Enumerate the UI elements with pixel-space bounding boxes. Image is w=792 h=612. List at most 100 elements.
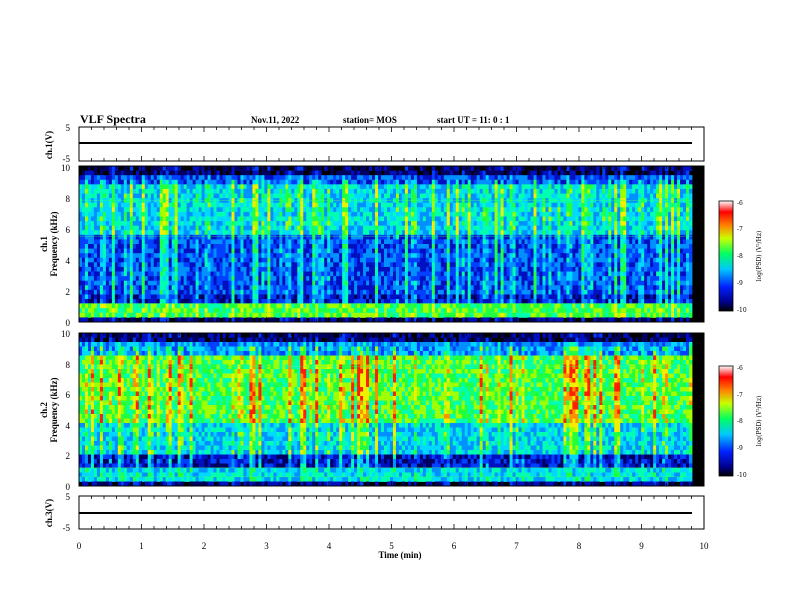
spectrogram-cell [234, 179, 238, 185]
spectrogram-cell [497, 271, 502, 277]
spectrogram-cell [309, 244, 313, 249]
spectrogram-cell [213, 211, 217, 217]
spectrogram-cell [428, 239, 433, 245]
spectrogram-cell [156, 221, 161, 227]
spectrogram-cell [395, 294, 400, 300]
spectrogram-cell [255, 202, 259, 208]
spectrogram-cell [261, 317, 265, 323]
spectrogram-cell [491, 285, 496, 291]
spectrogram-cell [461, 188, 466, 194]
spectrogram-cell [461, 230, 466, 236]
spectrogram-cell [345, 276, 349, 282]
spectrogram-cell [114, 294, 119, 300]
spectrogram-cell [345, 234, 349, 240]
spectrogram-cell [303, 266, 307, 272]
spectrogram-cell [440, 221, 445, 227]
spectrogram-cell [434, 239, 439, 245]
spectrogram-cell [509, 248, 513, 254]
spectrogram-cell [156, 312, 161, 318]
spectrogram-cell [117, 225, 122, 231]
station-label: station= MOS [343, 115, 397, 125]
spectrogram-cell [389, 239, 394, 245]
spectrogram-cell [407, 211, 412, 217]
spectrogram-cell [500, 184, 505, 190]
spectrogram-cell [410, 175, 415, 181]
spectrogram-cell [464, 299, 469, 305]
spectrogram-cell [192, 317, 197, 323]
spectrogram-cell [183, 294, 188, 300]
spectrogram-cell [228, 248, 232, 254]
spectrogram-cell [387, 253, 391, 259]
spectrogram-cell [389, 308, 394, 314]
spectrogram-cell [81, 271, 86, 277]
spectrogram-cell [503, 239, 507, 245]
spectrogram-cell [312, 262, 316, 268]
spectrogram-cell [321, 308, 325, 314]
spectrogram-cell [470, 257, 475, 263]
spectrogram-cell [243, 211, 247, 217]
spectrogram-cell [234, 317, 238, 323]
spectrogram-cell [470, 166, 475, 171]
spectrogram-cell [476, 299, 481, 305]
spectrogram-cell [369, 303, 373, 309]
spectrogram-cell [443, 170, 448, 176]
spectrogram-cell [84, 276, 89, 282]
spectrogram-cell [327, 184, 331, 190]
spectrogram-cell [306, 234, 310, 240]
spectrogram-cell [342, 280, 346, 286]
spectrogram-cell [216, 280, 220, 286]
spectrogram-cell [321, 280, 325, 286]
spectrogram-cell [357, 202, 361, 208]
spectrogram-cell [485, 248, 490, 254]
spectrogram-cell [261, 289, 265, 295]
spectrogram-cell [243, 221, 247, 227]
spectrogram-cell [141, 289, 146, 295]
spectrogram-cell [282, 202, 286, 208]
spectrogram-cell [222, 289, 226, 295]
spectrogram-cell [216, 276, 220, 282]
spectrogram-cell [384, 234, 388, 240]
spectrogram-cell [342, 253, 346, 259]
spectrogram-cell [291, 239, 295, 245]
spectrogram-cell [512, 179, 516, 185]
spectrogram-cell [222, 202, 226, 208]
spectrogram-cell [141, 188, 146, 194]
spectrogram-cell [398, 308, 403, 314]
spectrogram-cell [258, 216, 262, 222]
spectrogram-cell [267, 285, 271, 291]
spectrogram-cell [419, 179, 424, 185]
spectrogram-cell [494, 248, 499, 254]
spectrogram-cell [189, 280, 194, 286]
spectrogram-cell [180, 299, 185, 305]
spectrogram-cell [378, 312, 382, 318]
spectrogram-cell [422, 317, 427, 323]
spectrogram-cell [108, 294, 113, 300]
spectrogram-cell [351, 266, 355, 272]
spectrogram-cell [351, 303, 355, 309]
spectrogram-cell [389, 257, 394, 263]
spectrogram-cell [404, 234, 409, 240]
spectrogram-cell [327, 271, 331, 277]
spectrogram-cell [309, 202, 313, 208]
spectrogram-cell [422, 221, 427, 227]
spectrogram-cell [252, 184, 256, 190]
spectrogram-cell [144, 193, 149, 199]
spectrogram-cell [389, 230, 394, 236]
spectrogram-cell [369, 289, 373, 295]
spectrogram-cell [201, 184, 205, 190]
spectrogram-cell [449, 285, 454, 291]
spectrogram-cell [351, 289, 355, 295]
spectrogram-cell [138, 225, 143, 231]
spectrogram-cell [410, 207, 415, 213]
spectrogram-cell [503, 294, 507, 300]
spectrogram-cell [410, 303, 415, 309]
spectrogram-cell [476, 188, 481, 194]
spectrogram-cell [360, 266, 364, 272]
spectrogram-cell [378, 193, 382, 199]
spectrogram-cell [177, 230, 182, 236]
spectrogram-cell [384, 193, 388, 199]
spectrogram-cell [267, 188, 271, 194]
spectrogram-cell [177, 184, 182, 190]
spectrogram-cell [264, 253, 268, 259]
spectrogram-cell [366, 285, 370, 291]
